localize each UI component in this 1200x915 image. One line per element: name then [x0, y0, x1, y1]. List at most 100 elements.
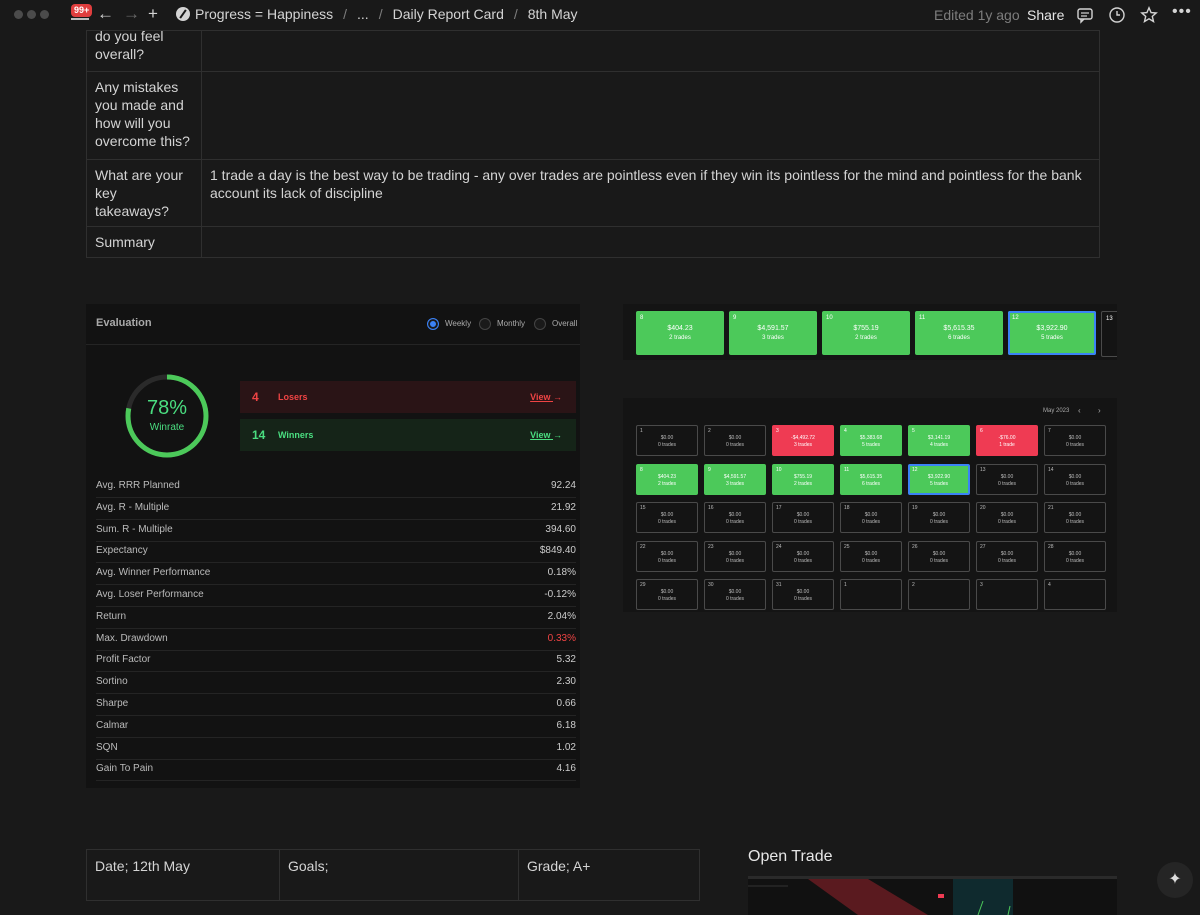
breadcrumb-item[interactable]: Progress = Happiness [195, 6, 334, 22]
calendar-day-cell[interactable]: 27 $0.00 0 trades [976, 540, 1038, 572]
edited-timestamp: Edited 1y ago [934, 7, 1020, 23]
calendar-day-cell[interactable]: 4 [1044, 579, 1106, 610]
goals-cell[interactable]: Goals; [279, 849, 519, 901]
monthly-radio[interactable] [479, 318, 491, 330]
weekly-label[interactable]: Weekly [445, 319, 472, 328]
calendar-day-cell[interactable]: 28 $0.00 0 trades [1044, 540, 1106, 572]
week-day-card[interactable]: 12 $3,922.90 5 trades [1008, 311, 1096, 355]
view-losers-link[interactable]: View → [530, 392, 562, 402]
weekly-radio[interactable] [427, 318, 439, 330]
week-day-card[interactable]: 13 [1101, 311, 1117, 357]
calendar-day-cell[interactable]: 31 $0.00 0 trades [772, 579, 834, 610]
comment-icon[interactable] [1076, 6, 1094, 24]
day-amount: $0.00 [728, 550, 742, 557]
day-amount: -$76.00 [998, 435, 1016, 441]
calendar-day-cell[interactable]: 21 $0.00 0 trades [1044, 502, 1106, 533]
clock-icon[interactable] [1108, 6, 1126, 24]
metric-row: Avg. R - Multiple 21.92 [96, 497, 576, 520]
question-cell[interactable]: What are your key takeaways? [86, 159, 202, 227]
calendar-day-cell[interactable]: 5 $3,141.19 4 trades [908, 425, 970, 456]
breadcrumb-item[interactable]: Daily Report Card [392, 6, 504, 22]
day-trades: 3 trades [762, 335, 784, 341]
share-button[interactable]: Share [1027, 7, 1065, 23]
grade-cell[interactable]: Grade; A+ [518, 849, 700, 901]
calendar-day-cell[interactable]: 6 -$76.00 1 trade [976, 425, 1038, 456]
calendar-day-cell[interactable]: 26 $0.00 0 trades [908, 540, 970, 572]
day-number: 6 [980, 428, 983, 434]
week-day-card[interactable]: 10 $755.19 2 trades [822, 311, 910, 355]
calendar-day-cell[interactable]: 22 $0.00 0 trades [636, 540, 698, 572]
calendar-day-cell[interactable]: 13 $0.00 0 trades [976, 463, 1038, 495]
notification-badge[interactable]: 99+ [71, 4, 93, 17]
question-cell[interactable]: Any mistakes you made and how will you o… [86, 71, 202, 160]
date-cell[interactable]: Date; 12th May [86, 849, 280, 901]
ai-sparkle-button[interactable]: ✦ [1157, 862, 1193, 898]
calendar-day-cell[interactable]: 17 $0.00 0 trades [772, 502, 834, 533]
metric-value: 21.92 [550, 501, 576, 513]
calendar-day-cell[interactable]: 25 $0.00 0 trades [840, 540, 902, 572]
calendar-day-cell[interactable]: 20 $0.00 0 trades [976, 502, 1038, 533]
calendar-day-cell[interactable]: 2 $0.00 0 trades [704, 425, 766, 456]
answer-cell[interactable] [201, 226, 1100, 258]
forward-arrow-icon[interactable]: → [123, 4, 140, 23]
monthly-label[interactable]: Monthly [497, 319, 526, 328]
calendar-day-cell[interactable]: 10 $755.19 2 trades [772, 463, 834, 495]
day-number: 3 [776, 428, 779, 434]
new-page-plus-icon[interactable]: + [148, 4, 158, 23]
day-amount: $0.00 [728, 435, 742, 441]
metric-value: 6.18 [556, 719, 576, 731]
metric-value: 2.30 [556, 676, 576, 688]
open-trade-heading: Open Trade [748, 848, 833, 865]
calendar-day-cell[interactable]: 11 $5,615.35 6 trades [840, 463, 902, 495]
day-number: 31 [776, 582, 782, 588]
calendar-day-cell[interactable]: 7 $0.00 0 trades [1044, 425, 1106, 456]
calendar-day-cell[interactable]: 3 -$4,492.72 3 trades [772, 425, 834, 456]
next-month-icon[interactable]: › [1098, 406, 1101, 415]
calendar-day-cell[interactable]: 14 $0.00 0 trades [1044, 463, 1106, 495]
view-winners-link[interactable]: View → [530, 430, 562, 440]
window-zoom-dot[interactable] [40, 10, 49, 19]
calendar-month: May 2023 [1043, 408, 1070, 414]
sidebar-toggle-icon[interactable] [71, 18, 89, 20]
calendar-day-cell[interactable]: 4 $5,383.68 5 trades [840, 425, 902, 456]
trade-chart-thumbnail[interactable] [748, 876, 1117, 915]
calendar-day-cell[interactable]: 9 $4,591.57 3 trades [704, 463, 766, 495]
calendar-day-cell[interactable]: 19 $0.00 0 trades [908, 502, 970, 533]
day-number: 22 [640, 543, 646, 550]
overall-radio[interactable] [534, 318, 546, 330]
window-minimize-dot[interactable] [27, 10, 36, 19]
answer-cell[interactable] [201, 71, 1100, 160]
week-day-card[interactable]: 9 $4,591.57 3 trades [729, 311, 817, 355]
question-cell[interactable]: do you feel overall? [86, 28, 202, 72]
day-trades: 0 trades [657, 442, 677, 448]
back-arrow-icon[interactable]: ← [97, 4, 114, 23]
more-options-icon[interactable]: ••• [1172, 3, 1192, 20]
star-icon[interactable] [1140, 6, 1158, 24]
calendar-day-cell[interactable]: 1 [840, 579, 902, 610]
answer-cell[interactable]: 1 trade a day is the best way to be trad… [201, 159, 1100, 227]
calendar-day-cell[interactable]: 29 $0.00 0 trades [636, 579, 698, 610]
window-close-dot[interactable] [14, 10, 23, 19]
breadcrumb-item[interactable]: 8th May [527, 6, 578, 22]
calendar-day-cell[interactable]: 23 $0.00 0 trades [704, 540, 766, 572]
calendar-day-cell[interactable]: 3 [976, 579, 1038, 610]
calendar-day-cell[interactable]: 1 $0.00 0 trades [636, 425, 698, 456]
week-day-card[interactable]: 8 $404.23 2 trades [636, 311, 724, 355]
calendar-day-cell[interactable]: 16 $0.00 0 trades [704, 502, 766, 533]
calendar-day-cell[interactable]: 24 $0.00 0 trades [772, 540, 834, 572]
calendar-day-cell[interactable]: 18 $0.00 0 trades [840, 502, 902, 533]
arrow-right-icon: → [553, 392, 562, 402]
calendar-day-cell[interactable]: 2 [908, 579, 970, 610]
calendar-day-cell[interactable]: 30 $0.00 0 trades [704, 579, 766, 610]
day-amount: $0.00 [1068, 550, 1082, 557]
week-day-card[interactable]: 11 $5,615.35 6 trades [915, 311, 1003, 355]
question-cell[interactable]: Summary [86, 226, 202, 258]
day-trades: 2 trades [793, 480, 813, 487]
calendar-day-cell[interactable]: 8 $404.23 2 trades [636, 463, 698, 495]
answer-cell[interactable] [201, 30, 1100, 72]
breadcrumb-item[interactable]: ... [357, 6, 369, 22]
overall-label[interactable]: Overall [552, 319, 578, 328]
calendar-day-cell[interactable]: 12 $3,922.90 5 trades [908, 463, 970, 495]
calendar-day-cell[interactable]: 15 $0.00 0 trades [636, 502, 698, 533]
prev-month-icon[interactable]: ‹ [1078, 406, 1081, 415]
